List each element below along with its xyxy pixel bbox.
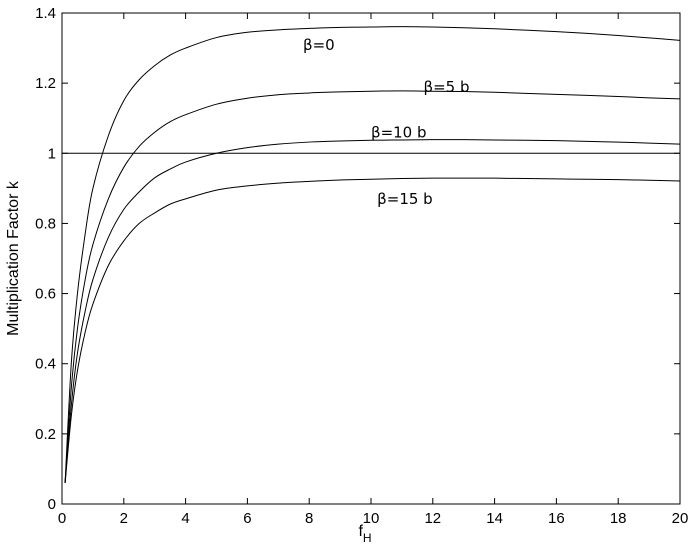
y-tick-label: 0.8 (35, 215, 56, 232)
x-tick-label: 14 (486, 510, 503, 527)
x-tick-label: 4 (181, 510, 189, 527)
curve-label-2: β=10 b (371, 124, 427, 142)
y-axis-label: Multiplication Factor k (5, 180, 22, 336)
series-line-0 (64, 26, 681, 483)
curve-label-0: β=0 (303, 36, 335, 54)
x-tick-label: 2 (120, 510, 128, 527)
series-line-1 (64, 90, 681, 483)
x-tick-label: 6 (243, 510, 251, 527)
plot-frame (61, 12, 681, 505)
y-tick-label: 0 (48, 496, 56, 513)
ticks (61, 12, 681, 505)
x-axis-label: fH (358, 523, 371, 545)
x-tick-label: 20 (672, 510, 689, 527)
x-axis-label-subscript: H (363, 531, 372, 545)
series-line-3 (64, 177, 681, 484)
x-tick-label: 18 (610, 510, 627, 527)
curve-label-3: β=15 b (377, 190, 433, 208)
y-tick-label: 1 (48, 145, 56, 162)
x-tick-label: 16 (548, 510, 565, 527)
series-line-2 (64, 139, 681, 483)
x-tick-label: 8 (305, 510, 313, 527)
y-tick-label: 0.2 (35, 426, 56, 443)
x-tick-label: 10 (363, 510, 380, 527)
y-tick-label: 1.4 (35, 5, 56, 22)
x-tick-label: 12 (424, 510, 441, 527)
y-tick-label: 1.2 (35, 75, 56, 92)
curve-label-1: β=5 b (424, 78, 470, 96)
y-tick-label: 0.4 (35, 356, 56, 373)
curve-annotations: β=0 β=5 b β=10 b β=15 b (303, 36, 469, 208)
tick-labels: 0 2 4 6 8 10 12 14 16 18 20 0 0.2 0.4 0.6 0.8 1 1.2 1.4 (35, 5, 688, 527)
x-axis-label-main: f (358, 523, 363, 540)
series-lines (64, 26, 681, 484)
x-tick-label: 0 (58, 510, 66, 527)
y-tick-label: 0.6 (35, 286, 56, 303)
